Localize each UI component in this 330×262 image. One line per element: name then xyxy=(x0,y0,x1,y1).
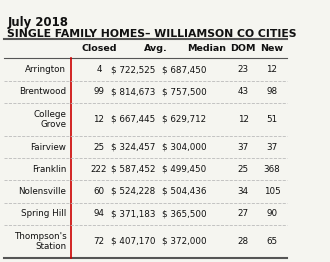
Text: 60: 60 xyxy=(93,187,105,196)
Text: Median: Median xyxy=(187,44,226,53)
Text: $ 372,000: $ 372,000 xyxy=(162,237,206,246)
Text: $ 524,228: $ 524,228 xyxy=(111,187,155,196)
Text: Avg.: Avg. xyxy=(144,44,167,53)
Text: SINGLE FAMILY HOMES– WILLIAMSON CO CITIES: SINGLE FAMILY HOMES– WILLIAMSON CO CITIE… xyxy=(7,29,297,39)
Text: 28: 28 xyxy=(238,237,248,246)
Text: 90: 90 xyxy=(266,209,278,218)
Text: 12: 12 xyxy=(238,115,248,124)
Text: 12: 12 xyxy=(267,65,278,74)
Text: $ 814,673: $ 814,673 xyxy=(111,87,155,96)
Text: College
Grove: College Grove xyxy=(33,110,66,129)
Text: 105: 105 xyxy=(264,187,280,196)
Text: 65: 65 xyxy=(266,237,278,246)
Text: Fairview: Fairview xyxy=(30,143,66,152)
Text: Closed: Closed xyxy=(81,44,117,53)
Text: 51: 51 xyxy=(266,115,278,124)
Text: $ 687,450: $ 687,450 xyxy=(162,65,206,74)
Text: 4: 4 xyxy=(96,65,102,74)
Text: $ 587,452: $ 587,452 xyxy=(111,165,155,174)
Text: $ 365,500: $ 365,500 xyxy=(162,209,206,218)
Text: 25: 25 xyxy=(93,143,105,152)
Text: Arrington: Arrington xyxy=(25,65,66,74)
Text: 99: 99 xyxy=(93,87,104,96)
Text: Nolensville: Nolensville xyxy=(18,187,66,196)
Text: $ 499,450: $ 499,450 xyxy=(162,165,206,174)
Text: 222: 222 xyxy=(91,165,107,174)
Text: 37: 37 xyxy=(266,143,278,152)
Text: $ 757,500: $ 757,500 xyxy=(162,87,206,96)
Text: Franklin: Franklin xyxy=(32,165,66,174)
Text: New: New xyxy=(260,44,283,53)
Text: 98: 98 xyxy=(266,87,278,96)
Text: 72: 72 xyxy=(93,237,105,246)
Text: 94: 94 xyxy=(93,209,104,218)
Text: $ 504,436: $ 504,436 xyxy=(162,187,206,196)
Text: $ 722,525: $ 722,525 xyxy=(111,65,155,74)
Text: DOM: DOM xyxy=(230,44,256,53)
Text: $ 629,712: $ 629,712 xyxy=(162,115,206,124)
Text: 34: 34 xyxy=(238,187,248,196)
Text: Thompson's
Station: Thompson's Station xyxy=(14,232,66,251)
Text: $ 304,000: $ 304,000 xyxy=(162,143,206,152)
Text: 43: 43 xyxy=(238,87,248,96)
Text: 368: 368 xyxy=(264,165,280,174)
Text: July 2018: July 2018 xyxy=(7,16,68,29)
Text: 23: 23 xyxy=(238,65,248,74)
Text: 25: 25 xyxy=(238,165,248,174)
Text: $ 371,183: $ 371,183 xyxy=(111,209,155,218)
Text: $ 667,445: $ 667,445 xyxy=(111,115,155,124)
Text: 27: 27 xyxy=(238,209,248,218)
Text: 12: 12 xyxy=(93,115,104,124)
Text: $ 407,170: $ 407,170 xyxy=(111,237,155,246)
Text: Spring Hill: Spring Hill xyxy=(21,209,66,218)
Text: 37: 37 xyxy=(238,143,249,152)
Text: $ 324,457: $ 324,457 xyxy=(111,143,155,152)
Text: Brentwood: Brentwood xyxy=(19,87,66,96)
